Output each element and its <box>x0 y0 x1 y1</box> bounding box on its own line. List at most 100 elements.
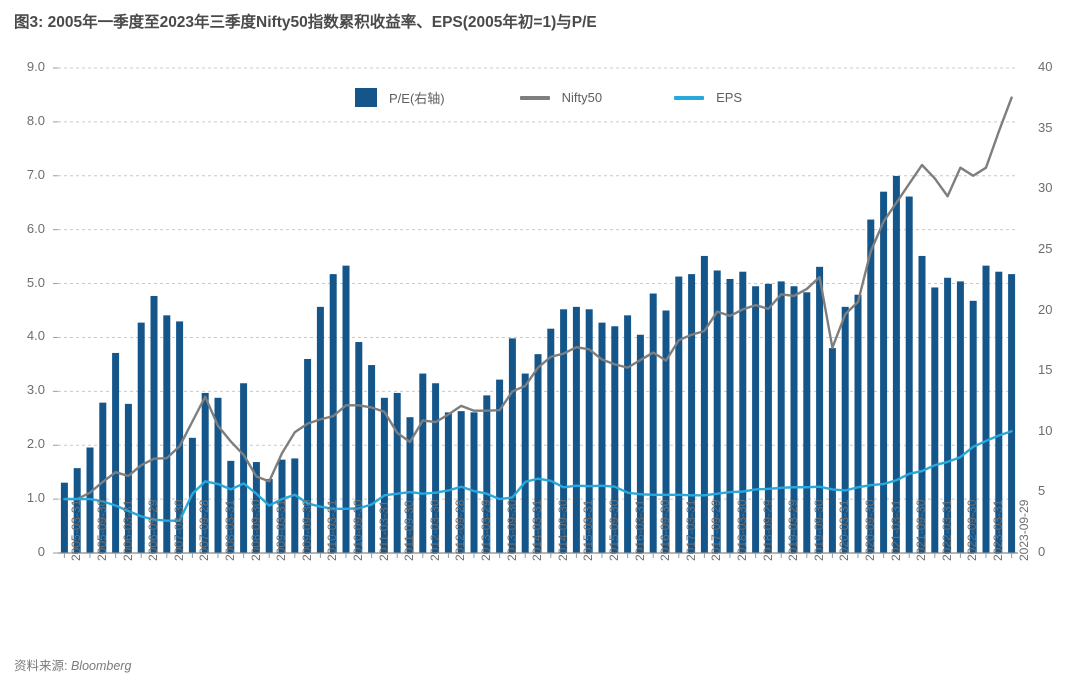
x-axis-tick-label: 2012-03-30 <box>427 499 442 561</box>
bar-2021-06-30 <box>892 175 900 553</box>
page-title: 图3: 2005年一季度至2023年三季度Nifty50指数累积收益率、EPS(… <box>14 14 597 31</box>
bar-2011-03-31 <box>368 365 376 553</box>
bar-2008-12-31 <box>252 462 260 553</box>
bar-2019-12-31 <box>816 266 824 553</box>
x-axis-tick-label: 2016-09-30 <box>658 499 673 561</box>
x-axis-tick-label: 2022-09-30 <box>965 499 980 561</box>
bar-2009-03-31 <box>265 479 273 553</box>
chart-legend: P/E(右轴) Nifty50 EPS <box>355 88 742 107</box>
bar-2012-12-31 <box>457 411 465 553</box>
bar-2018-03-30 <box>726 278 734 553</box>
bar-2005-06-30 <box>73 468 81 554</box>
y-axis-left-tick: 5.0 <box>26 274 45 290</box>
bar-2007-12-31 <box>201 392 209 553</box>
bar-2012-09-28 <box>444 412 452 553</box>
bar-2014-12-31 <box>560 309 568 553</box>
bar-2017-09-29 <box>700 255 708 553</box>
bar-2006-09-29 <box>137 322 145 554</box>
y-axis-right-tick: 20 <box>1038 301 1053 317</box>
x-axis-tick-label: 2014-09-30 <box>555 499 570 561</box>
y-axis-left-tick: 8.0 <box>26 112 45 128</box>
y-axis-right-tick: 30 <box>1038 180 1053 196</box>
bar-2011-06-30 <box>380 397 388 553</box>
legend-item-pe[interactable]: P/E(右轴) <box>355 88 445 107</box>
y-axis-right-tick: 0 <box>1038 544 1046 559</box>
x-axis-tick-label: 2021-09-30 <box>914 499 929 561</box>
x-axis-tick-label: 2021-03-31 <box>888 499 903 561</box>
x-axis-tick-label: 2005-03-31 <box>69 499 84 561</box>
bar-2014-03-31 <box>521 373 529 553</box>
legend-label-pe: P/E(右轴) <box>389 91 445 106</box>
x-axis-tick-label: 2011-03-31 <box>376 500 391 562</box>
y-axis-right-tick: 5 <box>1038 483 1046 499</box>
bar-2006-12-29 <box>150 295 158 553</box>
x-axis-tick-label: 2019-09-30 <box>811 499 826 561</box>
bar-2019-03-29 <box>777 281 785 553</box>
legend-swatch-line-eps-icon <box>674 95 705 100</box>
x-axis-tick-label: 2011-09-30 <box>402 500 417 562</box>
x-axis-tick-label: 2019-03-29 <box>786 499 801 561</box>
source-value: Bloomberg <box>70 659 132 673</box>
x-axis-tick-label: 2010-03-31 <box>325 499 340 561</box>
bar-2016-12-30 <box>662 310 670 553</box>
y-axis-left-tick: 1.0 <box>26 490 45 506</box>
x-axis-tick-label: 2014-03-31 <box>530 499 545 561</box>
bar-2022-03-31 <box>931 287 939 553</box>
y-axis-left-tick: 4.0 <box>26 328 45 344</box>
y-axis-right-tick: 40 <box>1038 59 1053 74</box>
bar-2006-03-31 <box>112 352 120 553</box>
source-note: 资料来源: Bloomberg <box>14 655 131 674</box>
bar-2018-09-28 <box>752 286 760 553</box>
bar-2016-09-30 <box>649 293 657 553</box>
y-axis-left-tick: 6.0 <box>26 220 45 236</box>
legend-label-eps: EPS <box>716 90 743 105</box>
y-axis-right-tick: 15 <box>1038 362 1053 378</box>
legend-item-nifty50[interactable]: Nifty50 <box>519 90 602 105</box>
bar-2021-03-31 <box>880 191 888 553</box>
x-axis-tick-label: 2009-09-30 <box>299 499 314 561</box>
bar-2010-06-30 <box>329 274 337 554</box>
x-axis-tick-label: 2023-09-29 <box>1016 499 1031 561</box>
bar-2020-03-31 <box>828 348 836 553</box>
x-axis-tick-label: 2010-09-30 <box>351 499 365 561</box>
bar-2022-06-30 <box>944 277 952 553</box>
x-axis-tick-label: 2008-09-30 <box>248 499 263 561</box>
bar-2007-03-30 <box>163 315 171 553</box>
bar-2022-12-30 <box>969 300 977 553</box>
y-axis-right-tick: 10 <box>1038 422 1053 438</box>
x-axis-tick-label: 2018-03-30 <box>735 499 749 561</box>
bar-2018-12-31 <box>764 283 772 553</box>
bar-2014-09-30 <box>547 328 555 553</box>
bar-2018-06-29 <box>739 271 747 553</box>
y-axis-left-tick: 2.0 <box>26 436 45 452</box>
bar-2021-09-30 <box>905 196 913 553</box>
x-axis-tick-label: 2022-03-31 <box>939 499 954 561</box>
bar-2015-09-30 <box>598 322 606 554</box>
x-axis-tick-label: 2013-09-30 <box>504 499 519 561</box>
bar-2010-09-30 <box>342 265 350 553</box>
bar-2017-03-31 <box>675 276 683 553</box>
bar-2009-06-30 <box>278 459 286 553</box>
bar-2020-09-30 <box>854 294 862 553</box>
x-axis-tick-label: 2015-09-30 <box>607 499 621 561</box>
bar-2012-06-29 <box>432 383 440 553</box>
x-axis-tick-label: 2006-09-29 <box>146 499 161 561</box>
x-axis-tick-label: 2017-03-31 <box>683 499 698 561</box>
bar-2014-06-30 <box>534 354 542 553</box>
bar-2013-09-30 <box>496 379 504 553</box>
bar-2013-03-29 <box>470 412 478 553</box>
x-axis-tick-label: 2007-09-28 <box>197 499 212 561</box>
bar-2008-09-30 <box>240 383 248 553</box>
bar-2015-03-31 <box>572 306 580 553</box>
bar-2008-03-31 <box>214 397 222 553</box>
y-axis-left-tick: 7.0 <box>26 166 45 182</box>
bar-2011-09-30 <box>393 392 401 553</box>
bar-2017-12-29 <box>713 270 721 553</box>
bar-2023-03-31 <box>982 265 990 553</box>
bar-2015-06-30 <box>585 309 593 553</box>
legend-swatch-line-nifty-icon <box>519 95 550 100</box>
x-axis-tick-label: 2018-09-29 <box>760 499 775 561</box>
legend-item-eps[interactable]: EPS <box>674 90 742 105</box>
bar-2021-12-31 <box>918 255 926 553</box>
